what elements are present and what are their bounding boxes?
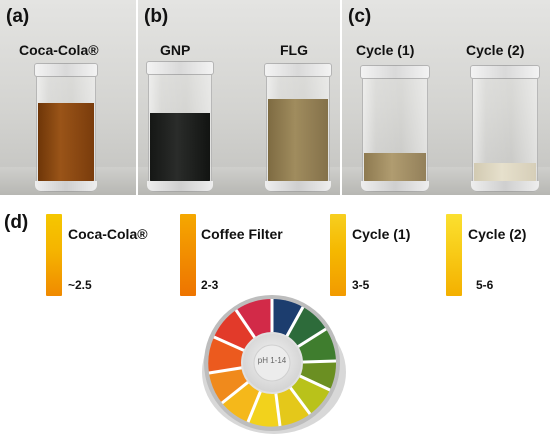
strip-ph-coca-cola: ~2.5 xyxy=(68,278,92,292)
roll-shadow xyxy=(202,310,346,434)
strip-label-cycle-2: Cycle (2) xyxy=(468,226,527,242)
panel-b-photo: (b) GNP FLG xyxy=(138,0,340,195)
cycle-2-jar xyxy=(470,65,540,192)
cycle-1-caption: Cycle (1) xyxy=(356,42,415,58)
strip-ph-coffee-filter: 2-3 xyxy=(201,278,219,292)
flg-jar xyxy=(264,63,332,192)
strip-label-coffee-filter: Coffee Filter xyxy=(201,226,283,242)
coca-cola-jar xyxy=(34,63,98,192)
strip-ph-cycle-1: 3-5 xyxy=(352,278,370,292)
strip-cycle-1 xyxy=(330,214,346,296)
cycle-2-caption: Cycle (2) xyxy=(466,42,525,58)
jar-base xyxy=(35,181,97,191)
gnp-liquid xyxy=(150,113,210,183)
jar-base xyxy=(147,181,213,191)
panel-a-letter: (a) xyxy=(6,6,30,27)
strip-ph-cycle-2: 5-6 xyxy=(476,278,494,292)
gnp-caption: GNP xyxy=(160,42,191,58)
gnp-jar xyxy=(146,61,214,192)
jar-base xyxy=(265,181,331,191)
jar-lid xyxy=(34,63,98,77)
jar-base xyxy=(471,181,539,191)
cycle-1-jar xyxy=(360,65,430,192)
flg-liquid xyxy=(268,99,328,183)
jar-lid xyxy=(360,65,430,79)
jar-lid xyxy=(146,61,214,75)
cycle-1-liquid xyxy=(364,153,426,183)
panel-d-letter: (d) xyxy=(4,212,29,233)
panel-c-letter: (c) xyxy=(348,6,372,27)
strip-cycle-2 xyxy=(446,214,462,296)
panel-a-photo: (a) Coca-Cola® xyxy=(0,0,136,195)
coca-cola-caption: Coca-Cola® xyxy=(19,42,99,58)
cycle-2-liquid xyxy=(474,163,536,183)
coca-cola-liquid xyxy=(38,103,94,183)
panel-b-letter: (b) xyxy=(144,6,169,27)
strip-label-coca-cola: Coca-Cola® xyxy=(68,226,148,242)
jar-lid xyxy=(470,65,540,79)
ph-roll-label: pH 1-14 xyxy=(257,356,287,365)
strip-coca-cola xyxy=(46,214,62,296)
jar-lid xyxy=(264,63,332,77)
jar-base xyxy=(361,181,429,191)
strip-coffee-filter xyxy=(180,214,196,296)
flg-caption: FLG xyxy=(280,42,308,58)
panel-c-photo: (c) Cycle (1) Cycle (2) xyxy=(342,0,550,195)
strip-label-cycle-1: Cycle (1) xyxy=(352,226,411,242)
